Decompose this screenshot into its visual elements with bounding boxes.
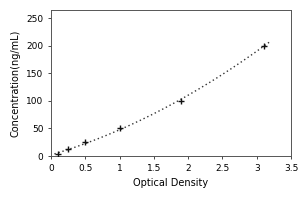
X-axis label: Optical Density: Optical Density [134, 178, 208, 188]
Y-axis label: Concentration(ng/mL): Concentration(ng/mL) [11, 29, 21, 137]
